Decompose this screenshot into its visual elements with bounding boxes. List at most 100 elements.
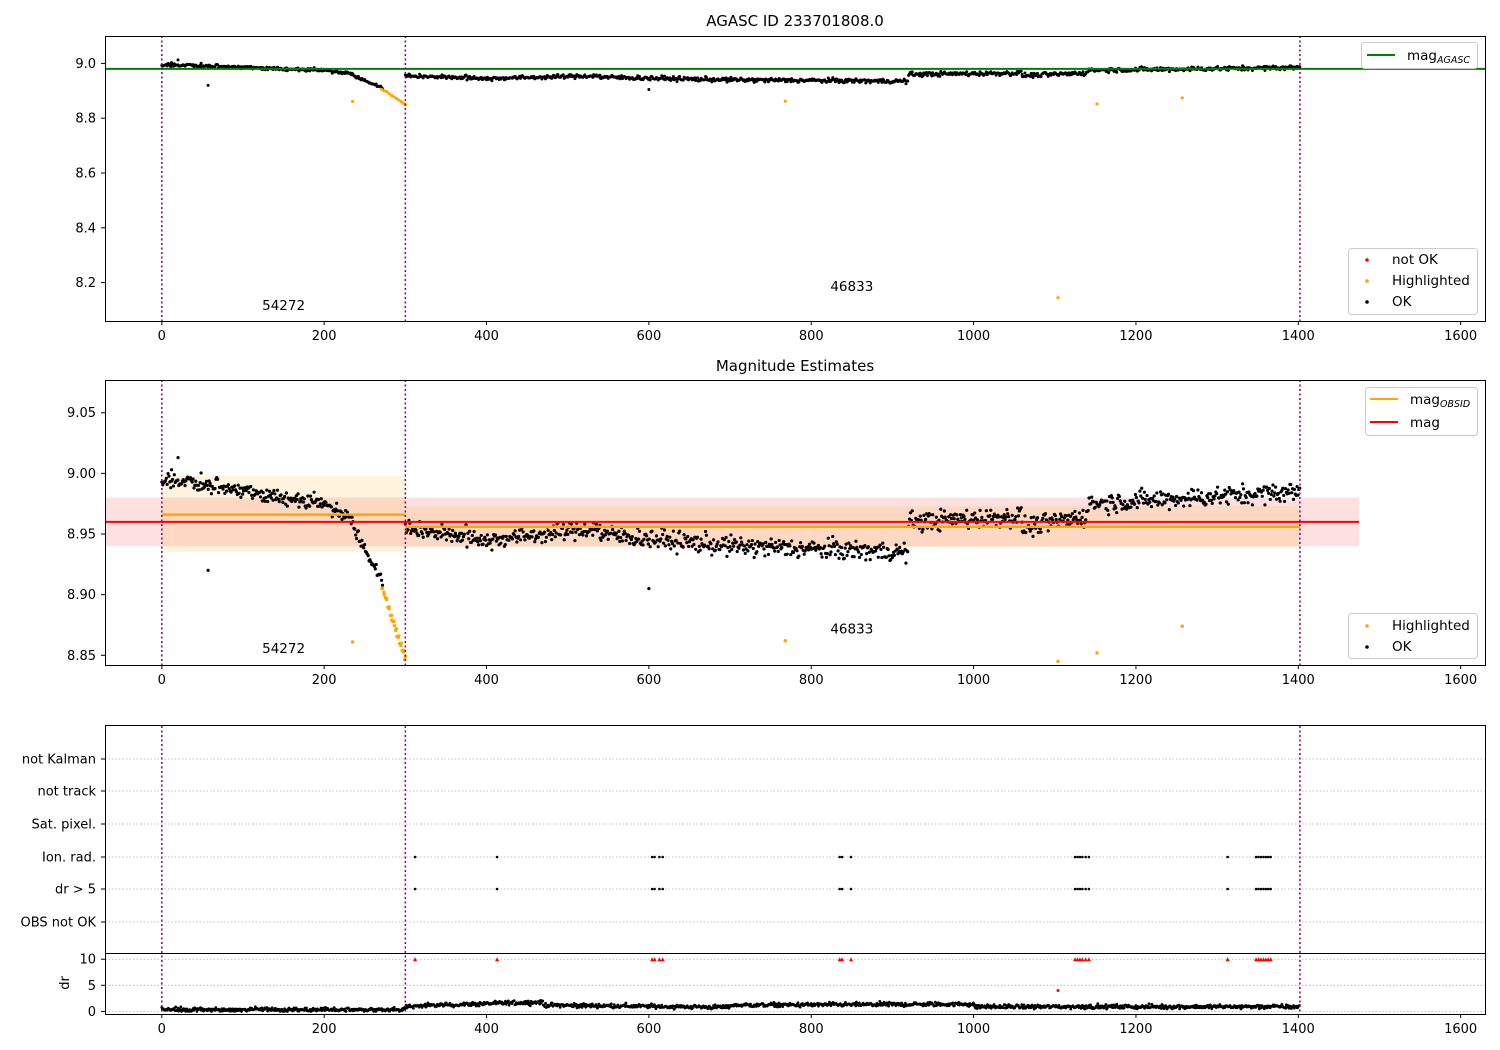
legend2-ok: OK [1392, 639, 1413, 655]
ok-point [1081, 70, 1085, 74]
ok-point [710, 553, 714, 557]
ok-point [910, 70, 914, 74]
dr-point [594, 1003, 598, 1006]
ok-point [865, 552, 869, 556]
legend-mag-base: mag [1407, 48, 1437, 64]
ok-point [1118, 499, 1122, 503]
ok-point [263, 499, 267, 503]
ok-point [380, 583, 385, 587]
ok-point [1225, 490, 1230, 494]
ok-point [164, 476, 168, 480]
ok-point [997, 515, 1001, 519]
ok-point [1287, 491, 1291, 495]
ok-point [216, 491, 221, 495]
dr-point [541, 999, 545, 1003]
ok-point [692, 542, 696, 547]
ok-point [812, 541, 816, 545]
ok-point [965, 70, 969, 74]
flag-point [840, 887, 844, 891]
ok-point [676, 541, 680, 545]
dr-point [1159, 1007, 1163, 1010]
ok-point [729, 533, 733, 537]
flag-category-label: not Kalman [22, 753, 96, 768]
ok-point [816, 543, 821, 548]
ok-point [751, 546, 755, 551]
ok-point [553, 535, 557, 539]
dr-point [1069, 1007, 1073, 1011]
ok-point [172, 473, 176, 477]
ok-point [166, 471, 170, 476]
ok-point [1167, 70, 1171, 74]
dr-point [305, 1006, 308, 1010]
ok-point [707, 547, 711, 551]
ok-point [493, 533, 498, 537]
highlighted-point [387, 91, 391, 96]
ok-point [656, 545, 660, 549]
ok-point [363, 542, 367, 547]
ok-point [1068, 514, 1073, 519]
ok-point [662, 74, 666, 78]
p3-xtick-label: 200 [312, 1022, 337, 1037]
ok-point [1149, 504, 1154, 509]
ok-point [206, 568, 210, 573]
flag-point [1084, 887, 1087, 891]
highlighted-point [399, 100, 403, 104]
ok-point [513, 529, 517, 533]
ok-point [1128, 499, 1132, 503]
ok-point [581, 533, 585, 537]
ok-point [467, 537, 471, 541]
ok-point [1244, 495, 1248, 500]
dr-point [444, 1001, 448, 1005]
ok-point [728, 545, 732, 549]
ok-point [1215, 491, 1219, 496]
ok-point [329, 505, 333, 509]
flag-category-label: dr > 5 [55, 883, 96, 898]
ok-point [510, 537, 515, 541]
ok-point [716, 540, 720, 544]
highlighted-point [401, 650, 406, 654]
ok-point [261, 491, 265, 495]
ok-point [171, 484, 176, 488]
legend-mag-obsid-base: mag [1410, 392, 1440, 408]
dr-ylabel: dr [58, 976, 73, 990]
ok-point [1074, 515, 1078, 519]
ok-point [734, 540, 738, 544]
ok-point [1166, 492, 1171, 496]
ok-point [369, 560, 373, 564]
p1-obsid-annotation: 54272 [262, 298, 305, 314]
ok-point [264, 495, 268, 500]
p2-xtick-label: 1600 [1444, 673, 1477, 688]
dr-point [477, 1004, 481, 1008]
flag-category-label: not track [37, 785, 96, 800]
ok-point [645, 534, 649, 538]
ok-point [170, 61, 174, 65]
ok-point [769, 537, 773, 541]
dr-point [332, 1006, 336, 1010]
ok-point [1117, 494, 1121, 499]
flag-point [650, 855, 654, 859]
flag-category-label: OBS not OK [21, 916, 97, 931]
ok-point [244, 488, 248, 493]
ok-point [1046, 529, 1050, 533]
ok-point [825, 551, 829, 556]
dr-point [1119, 1004, 1122, 1008]
ok-point [554, 531, 558, 535]
legend-ok: OK [1392, 294, 1413, 310]
ok-point [192, 486, 196, 490]
ok-point [1110, 496, 1114, 500]
ok-point [1154, 499, 1158, 504]
ok-point [1115, 70, 1119, 74]
ok-point [931, 513, 935, 517]
ok-point [892, 553, 896, 557]
ok-point [441, 533, 445, 537]
ok-point [1224, 492, 1228, 496]
dr-point [528, 1004, 532, 1008]
ok-point [1240, 501, 1244, 505]
ok-point [937, 72, 941, 76]
ok-point [599, 538, 603, 543]
ok-point [1135, 506, 1139, 510]
ok-point [247, 490, 251, 495]
highlighted-point [394, 96, 399, 101]
flag-point [1269, 855, 1272, 859]
ok-point [857, 550, 861, 554]
